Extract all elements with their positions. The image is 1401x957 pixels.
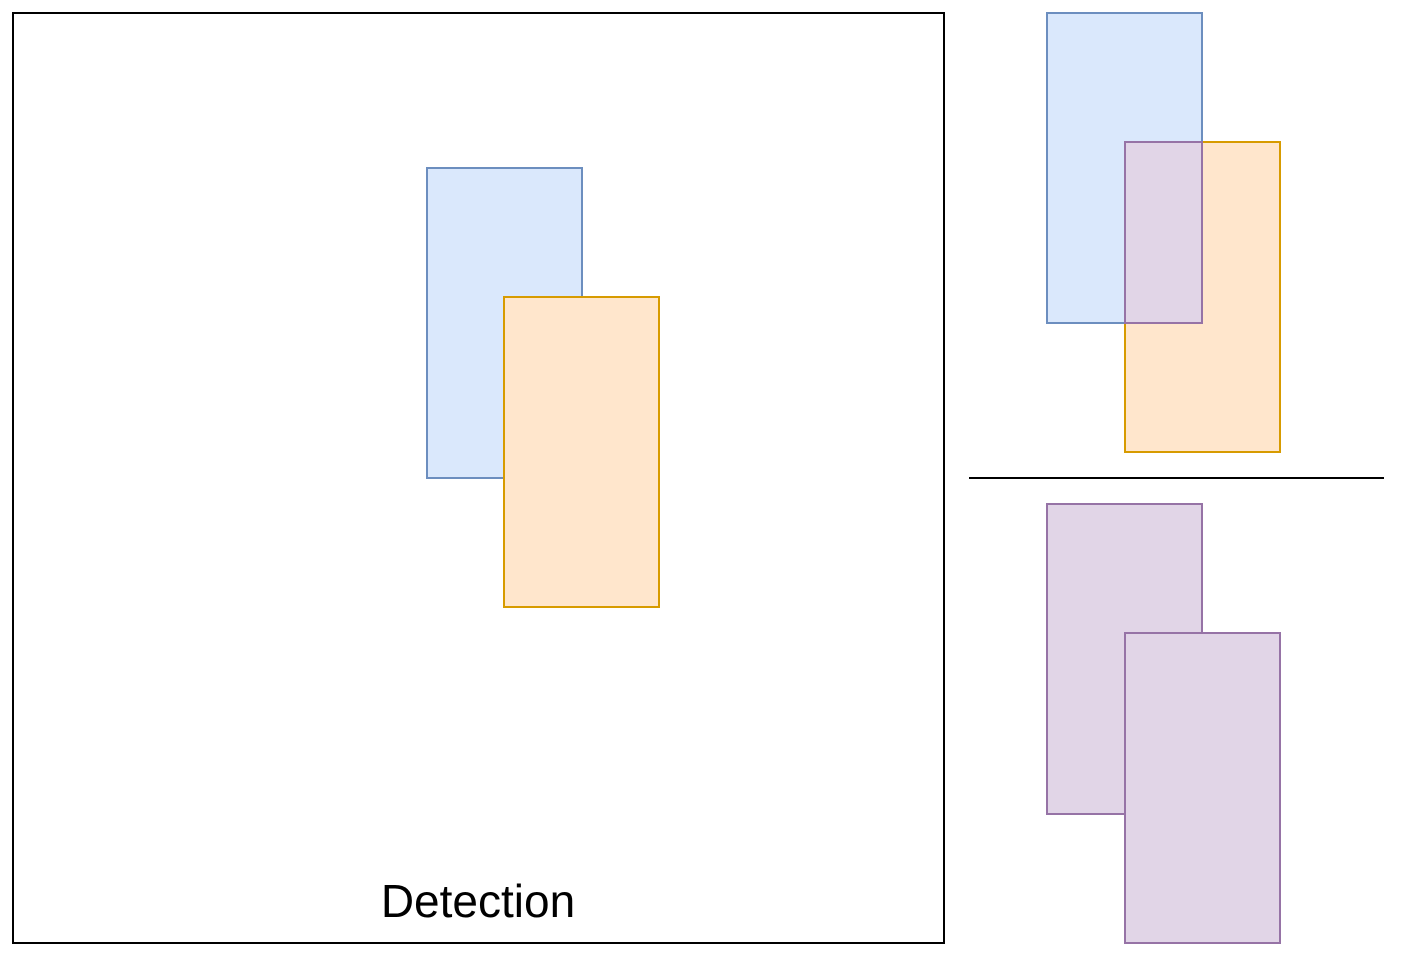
purple-box (1124, 632, 1281, 944)
panel-label: Detection (381, 875, 575, 927)
overlap-box (1124, 141, 1203, 324)
orange-box (503, 296, 660, 608)
